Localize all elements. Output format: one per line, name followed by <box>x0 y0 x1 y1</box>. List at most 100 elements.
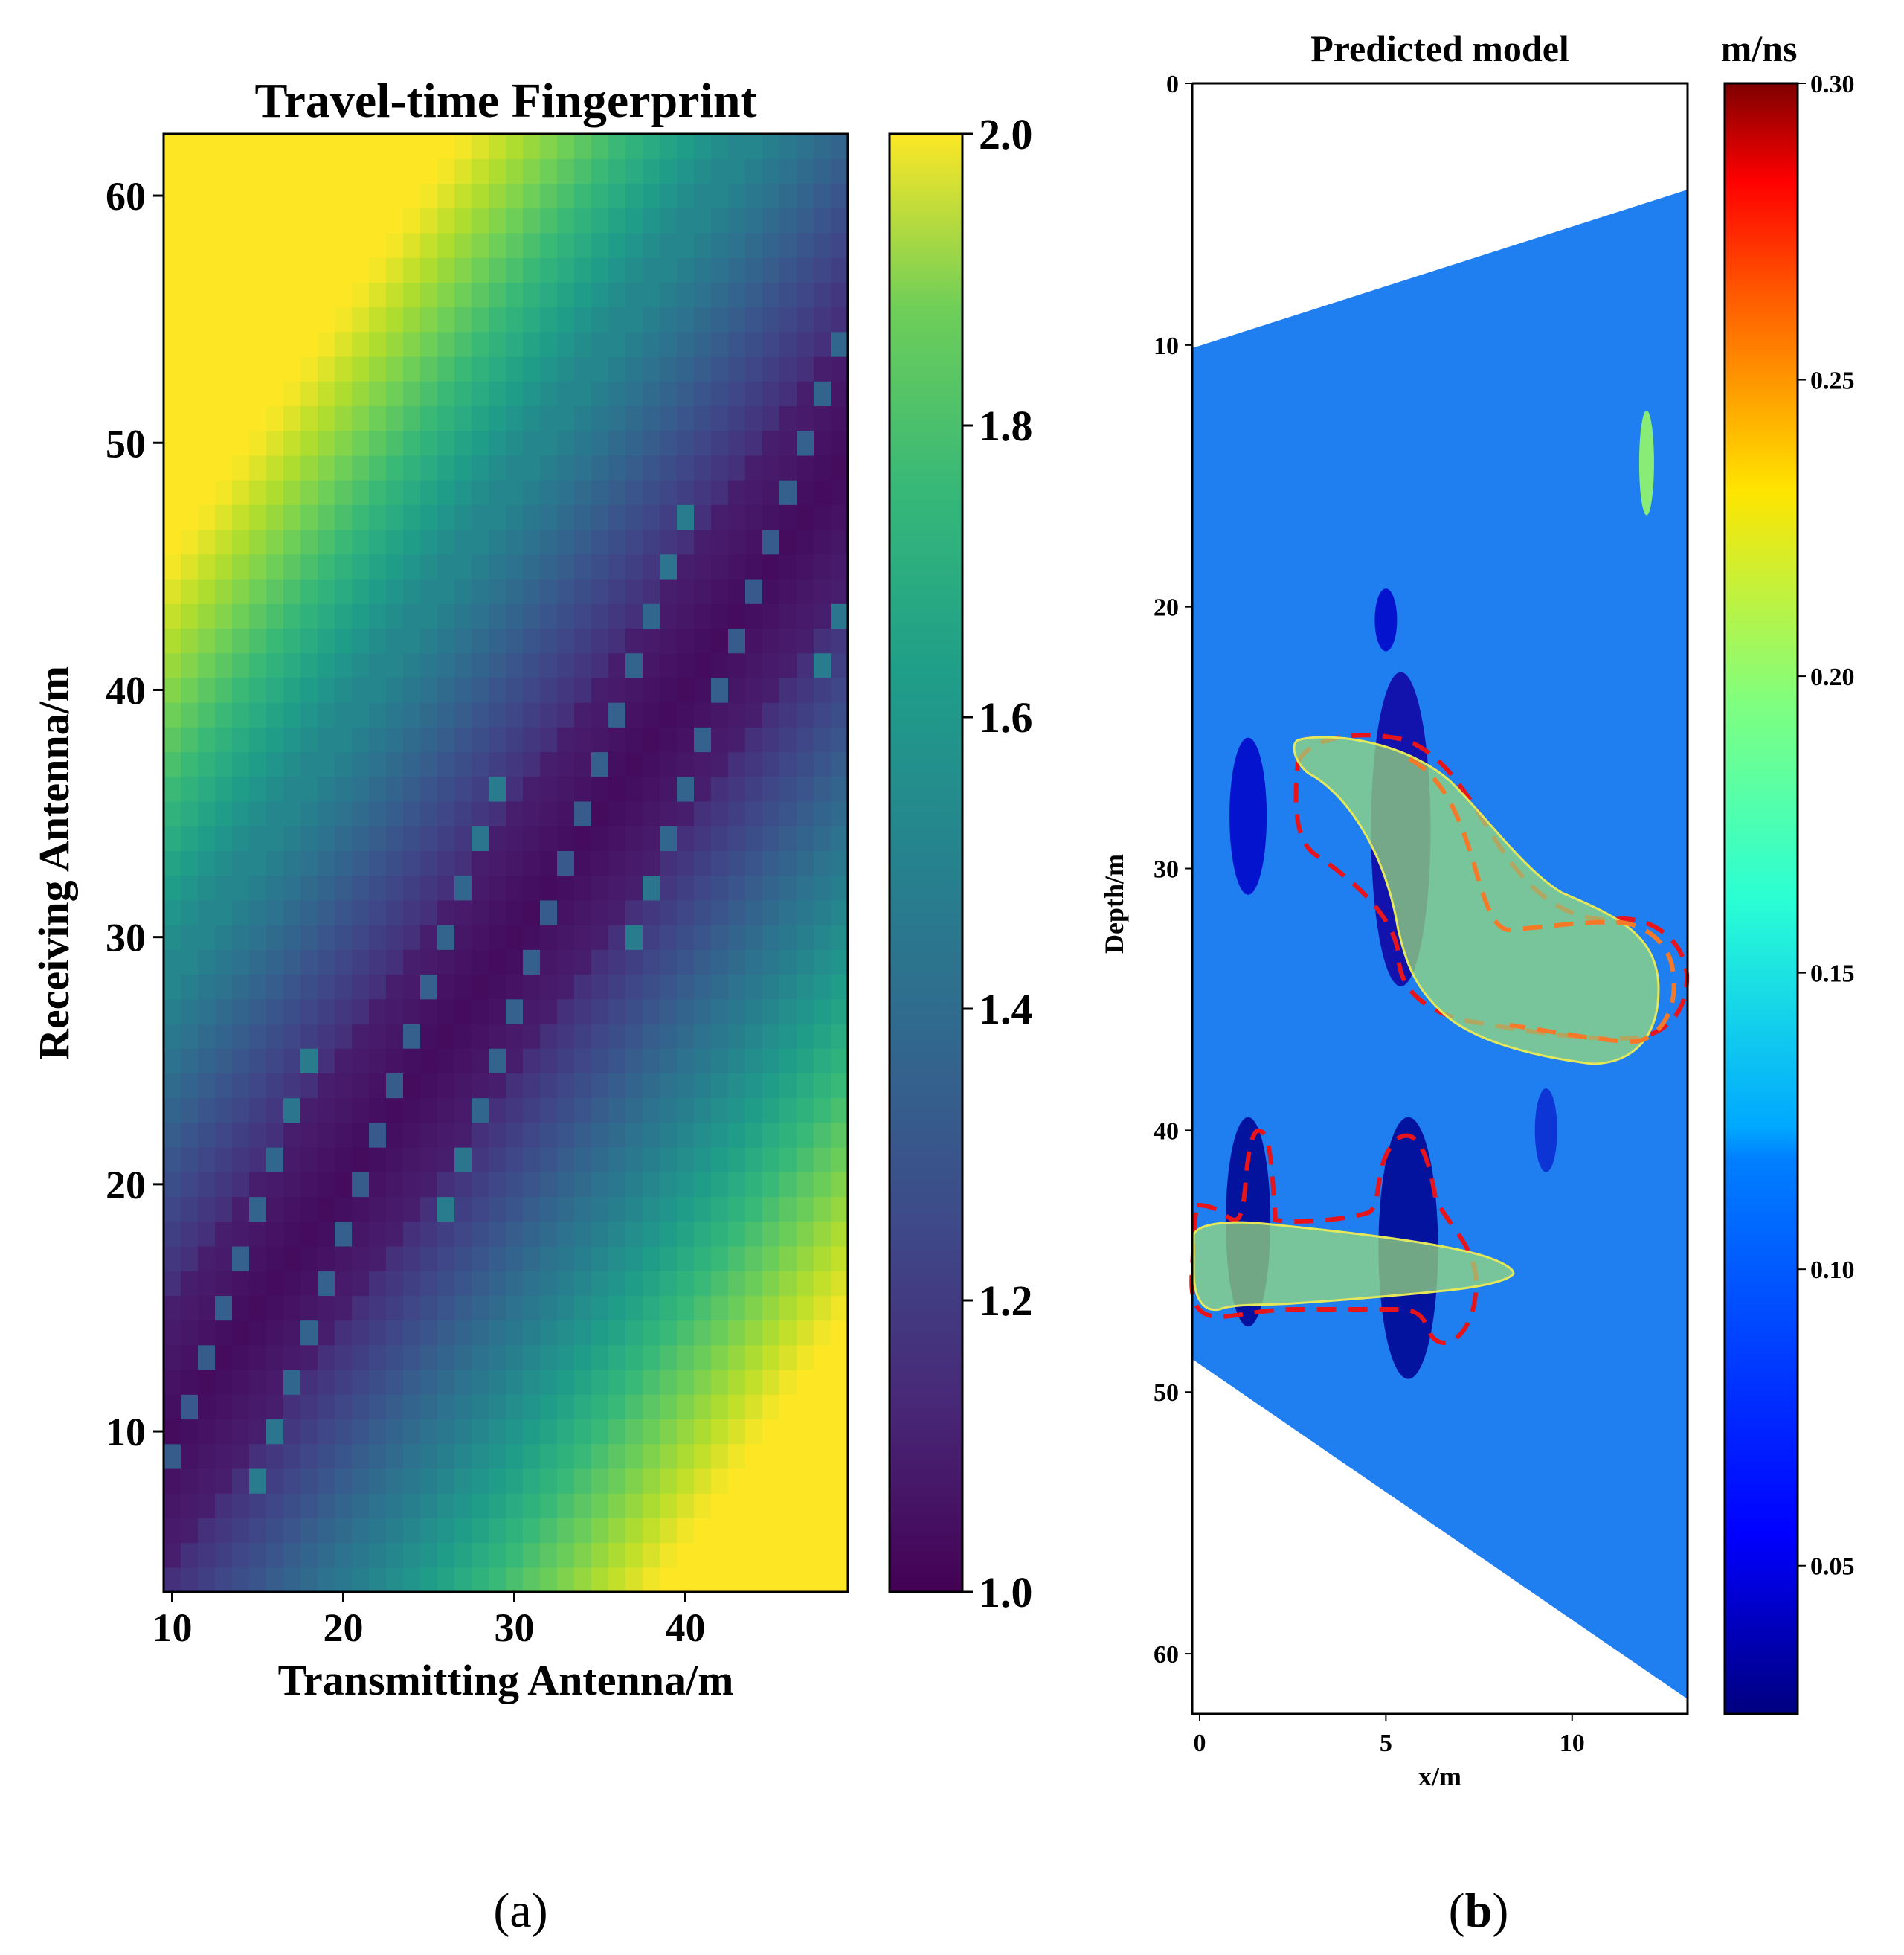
heatmap-cell <box>711 208 729 234</box>
heatmap-cell <box>711 405 729 431</box>
heatmap-cell <box>489 405 506 431</box>
heatmap-cell <box>591 1245 609 1271</box>
heatmap-cell <box>660 677 678 703</box>
heatmap-cell <box>643 1370 660 1395</box>
heatmap-cell <box>660 800 678 826</box>
heatmap-cell <box>660 134 678 159</box>
heatmap-cell <box>215 974 233 1000</box>
heatmap-cell <box>318 1295 335 1321</box>
heatmap-cell <box>335 1518 353 1544</box>
heatmap-cell <box>386 800 404 826</box>
heatmap-cell <box>232 1493 250 1518</box>
heatmap-cell <box>728 1196 746 1222</box>
heatmap-cell <box>745 1073 763 1099</box>
heatmap-cell <box>386 899 404 925</box>
heatmap-cell <box>745 1468 763 1494</box>
heatmap-cell <box>403 232 421 258</box>
heatmap-cell <box>386 826 404 851</box>
heatmap-cell <box>643 578 660 604</box>
heatmap-cell <box>437 603 455 629</box>
heatmap-cell <box>198 727 216 753</box>
heatmap-cell <box>677 1172 695 1198</box>
heatmap-cell <box>523 826 541 851</box>
heatmap-cell <box>728 1542 746 1568</box>
heatmap-cell <box>557 1023 575 1049</box>
heatmap-cell <box>352 652 370 678</box>
heatmap-cell <box>164 1245 181 1271</box>
heatmap-cell <box>677 800 695 826</box>
heatmap-cell <box>437 899 455 925</box>
heatmap-cell <box>335 850 353 876</box>
heatmap-cell <box>574 1097 592 1123</box>
heatmap-cell <box>762 1245 780 1271</box>
heatmap-cell <box>831 232 848 258</box>
heatmap-cell <box>677 1344 695 1370</box>
heatmap-cell <box>232 480 250 505</box>
heatmap-cell <box>164 1097 181 1123</box>
heatmap-cell <box>164 553 181 580</box>
heatmap-cell <box>266 1245 284 1271</box>
lower-highlight <box>1192 1221 1515 1312</box>
heatmap-cell <box>814 875 832 901</box>
heatmap-cell <box>711 875 729 901</box>
heatmap-cell <box>591 1567 609 1592</box>
heatmap-cell <box>300 306 318 333</box>
heatmap-cell <box>762 702 780 728</box>
heatmap-cell <box>523 677 541 703</box>
heatmap-cell <box>677 578 695 604</box>
heatmap-cell <box>489 1023 506 1049</box>
heatmap-cell <box>454 1048 472 1073</box>
heatmap-cell <box>523 282 541 308</box>
heatmap-cell <box>814 1048 832 1073</box>
heatmap-cell <box>266 529 284 555</box>
heatmap-cell <box>574 430 592 456</box>
heatmap-cell <box>677 603 695 629</box>
heatmap-cell <box>352 1344 370 1370</box>
heatmap-cell <box>745 1221 763 1247</box>
heatmap-cell <box>831 1344 848 1370</box>
heatmap-cell <box>266 899 284 925</box>
heatmap-cell <box>677 232 695 258</box>
heatmap-cell <box>352 1567 370 1592</box>
heatmap-cell <box>540 776 558 802</box>
heatmap-cell <box>386 603 404 629</box>
heatmap-cell <box>762 158 780 184</box>
heatmap-cell <box>797 1147 814 1172</box>
heatmap-cell <box>181 257 199 283</box>
heatmap-cell <box>523 405 541 431</box>
heatmap-cell <box>591 850 609 876</box>
heatmap-cell <box>283 1370 301 1395</box>
heatmap-cell <box>437 1370 455 1395</box>
heatmap-cell <box>283 232 301 258</box>
heatmap-cell <box>164 158 181 184</box>
heatmap-cell <box>489 1196 506 1222</box>
heatmap-cell <box>198 405 216 431</box>
heatmap-cell <box>249 875 267 901</box>
heatmap-cell <box>711 974 729 1000</box>
heatmap-cell <box>420 356 438 382</box>
heatmap-cell <box>489 603 506 629</box>
heatmap-cell <box>574 826 592 851</box>
heatmap-cell <box>608 1320 626 1346</box>
heatmap-cell <box>232 1370 250 1395</box>
heatmap-cell <box>660 1172 678 1198</box>
heatmap-cell <box>694 1567 712 1592</box>
heatmap-cell <box>300 751 318 777</box>
heatmap-cell <box>489 1271 506 1296</box>
heatmap-cell <box>352 826 370 851</box>
heatmap-cell <box>420 776 438 802</box>
heatmap-cell <box>779 504 797 530</box>
heatmap-cell <box>660 232 678 258</box>
heatmap-cell <box>454 1567 472 1592</box>
heatmap-cell <box>266 455 284 481</box>
heatmap-cell <box>489 430 506 456</box>
heatmap-cell <box>181 800 199 826</box>
heatmap-cell <box>249 677 267 703</box>
heatmap-cell <box>472 183 489 209</box>
heatmap-cell <box>711 1443 729 1469</box>
heatmap-cell <box>420 603 438 629</box>
heatmap-cell <box>591 158 609 184</box>
heatmap-cell <box>352 677 370 703</box>
heatmap-cell <box>643 1023 660 1049</box>
heatmap-cell <box>677 381 695 407</box>
